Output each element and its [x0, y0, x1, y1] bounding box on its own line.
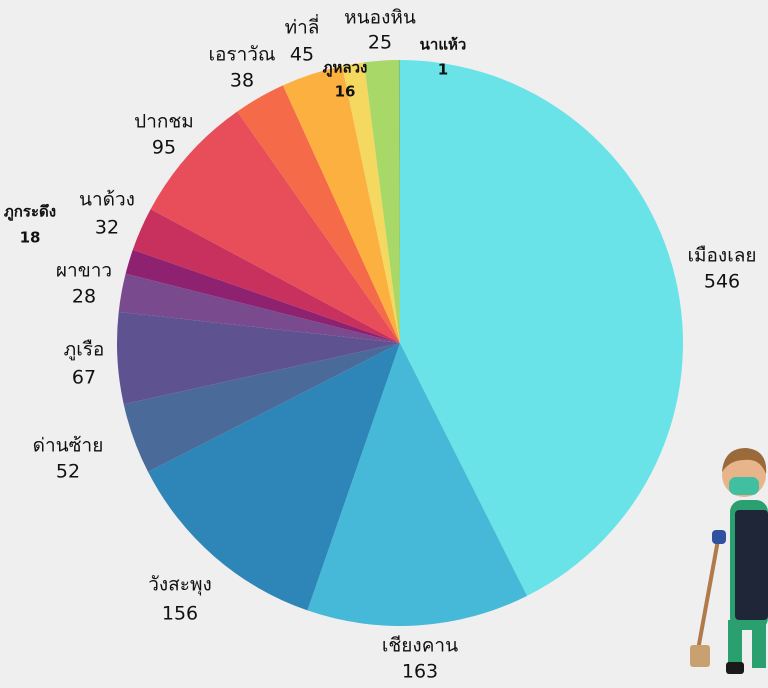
- slice-label: เอราวัณ: [208, 44, 275, 66]
- slice-label: ผาขาว: [56, 260, 112, 282]
- slice-value: 45: [290, 44, 314, 66]
- slice-label: ด่านซ้าย: [33, 435, 104, 457]
- slice-value: 546: [704, 271, 740, 293]
- slice-label: เมืองเลย: [688, 245, 757, 267]
- slice-value: 1: [438, 61, 448, 79]
- slice-value: 52: [56, 461, 80, 483]
- slice-value: 25: [368, 32, 392, 54]
- slice-label: วังสะพุง: [148, 574, 212, 597]
- slice-value: 38: [230, 70, 254, 92]
- slice-label: ภูกระดึง: [4, 203, 56, 222]
- slice-label: ภูเรือ: [64, 339, 105, 361]
- chart: เมืองเลย 546 เชียงคาน 163 วังสะพุง 156 ด่านซ้า…: [0, 0, 768, 688]
- slice-value: 95: [152, 137, 176, 159]
- slice-value: 16: [335, 83, 356, 101]
- slice-label: เชียงคาน: [382, 635, 458, 657]
- slice-label: ท่าลี่: [285, 14, 320, 39]
- slice-value: 67: [72, 367, 96, 389]
- slice-value: 163: [402, 661, 438, 683]
- illustration: [690, 448, 768, 674]
- slice-value: 156: [162, 603, 198, 625]
- slice-label: ภูหลวง: [323, 59, 368, 78]
- slice-value: 32: [95, 217, 119, 239]
- slice-label: ปากชม: [134, 111, 194, 133]
- slice-value: 18: [20, 229, 41, 247]
- slice-value: 28: [72, 286, 96, 308]
- slice-label: นาแห้ว: [420, 36, 467, 54]
- slice-label: นาด้วง: [79, 189, 135, 211]
- slice-label: หนองหิน: [344, 7, 416, 29]
